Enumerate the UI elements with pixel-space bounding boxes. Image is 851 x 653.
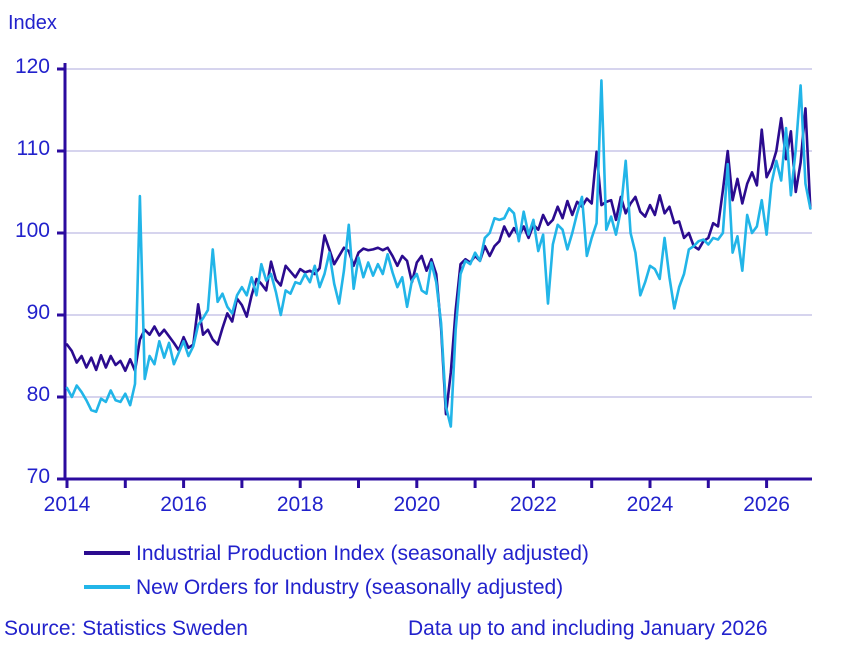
y-axis-tick-label: 100 bbox=[14, 219, 50, 242]
axis-ticks bbox=[57, 67, 769, 488]
y-axis-tick-label: 110 bbox=[16, 137, 50, 160]
x-axis-tick-label: 2016 bbox=[160, 493, 207, 516]
data-series-group bbox=[65, 79, 812, 428]
chart-legend: Industrial Production Index (seasonally … bbox=[84, 536, 784, 604]
legend-item-new-orders-for-industry: New Orders for Industry (seasonally adju… bbox=[84, 570, 784, 604]
legend-item-industrial-production-index: Industrial Production Index (seasonally … bbox=[84, 536, 784, 570]
legend-color-swatch bbox=[84, 585, 130, 589]
legend-color-swatch bbox=[84, 551, 130, 555]
y-axis-title: Index bbox=[8, 12, 57, 34]
x-axis-tick-label: 2014 bbox=[43, 493, 91, 516]
legend-item-label: New Orders for Industry (seasonally adju… bbox=[136, 575, 564, 599]
y-axis-tick-label: 70 bbox=[26, 465, 50, 488]
chart-footer: Source: Statistics Sweden Data up to and… bbox=[0, 617, 851, 653]
y-axis-tick-label: 120 bbox=[14, 55, 50, 78]
data-coverage-text: Data up to and including January 2026 bbox=[408, 617, 768, 640]
y-axis-tick-label: 90 bbox=[26, 301, 50, 324]
x-axis-tick-label: 2026 bbox=[743, 493, 790, 516]
data-series-line bbox=[65, 107, 812, 416]
x-axis-tick-label: 2024 bbox=[626, 493, 674, 516]
legend-item-label: Industrial Production Index (seasonally … bbox=[136, 541, 589, 565]
y-axis-tick-label: 80 bbox=[26, 383, 50, 406]
x-axis-tick-label: 2020 bbox=[393, 493, 441, 516]
source-text: Source: Statistics Sweden bbox=[4, 617, 248, 640]
x-axis-tick-label: 2018 bbox=[276, 493, 324, 516]
x-axis-tick-label: 2022 bbox=[510, 493, 557, 516]
data-series-line bbox=[65, 79, 812, 428]
